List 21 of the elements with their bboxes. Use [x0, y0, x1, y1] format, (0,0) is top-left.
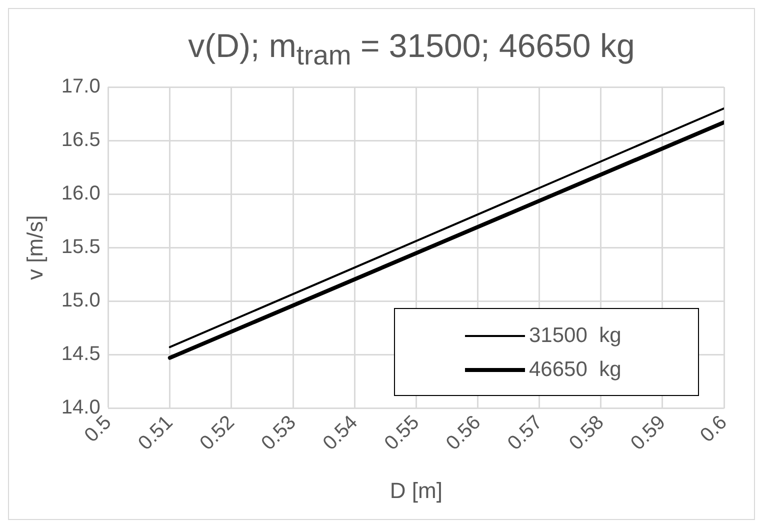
x-tick-label: 0.51 [134, 411, 178, 455]
y-tick-label: 15.5 [61, 236, 100, 258]
x-tick-label: 0.55 [380, 411, 424, 455]
y-tick-label: 16.5 [61, 129, 100, 152]
y-tick-label: 17.0 [61, 76, 100, 98]
x-tick-label: 0.59 [626, 411, 670, 455]
x-tick-label: 0.53 [257, 411, 300, 455]
x-tick-label: 0.56 [442, 411, 486, 455]
x-tick-label: 0.58 [565, 411, 608, 455]
x-tick-label: 0.6 [696, 411, 732, 447]
x-tick-label: 0.54 [318, 411, 362, 455]
x-tick-label: 0.57 [504, 411, 547, 455]
legend-label: 46650 kg [529, 358, 622, 382]
y-tick-label: 14.5 [61, 343, 100, 366]
x-tick-label: 0.52 [196, 411, 239, 455]
y-tick-label: 16.0 [61, 182, 100, 205]
chart-title: v(D); m$_{tram}$ = 31500; 46650 kg [187, 27, 636, 72]
y-axis-title: v [m/s] [22, 215, 48, 280]
y-tick-label: 15.0 [61, 290, 100, 312]
legend-label: 31500 kg [529, 324, 622, 348]
x-axis-title: D [m] [390, 478, 442, 503]
